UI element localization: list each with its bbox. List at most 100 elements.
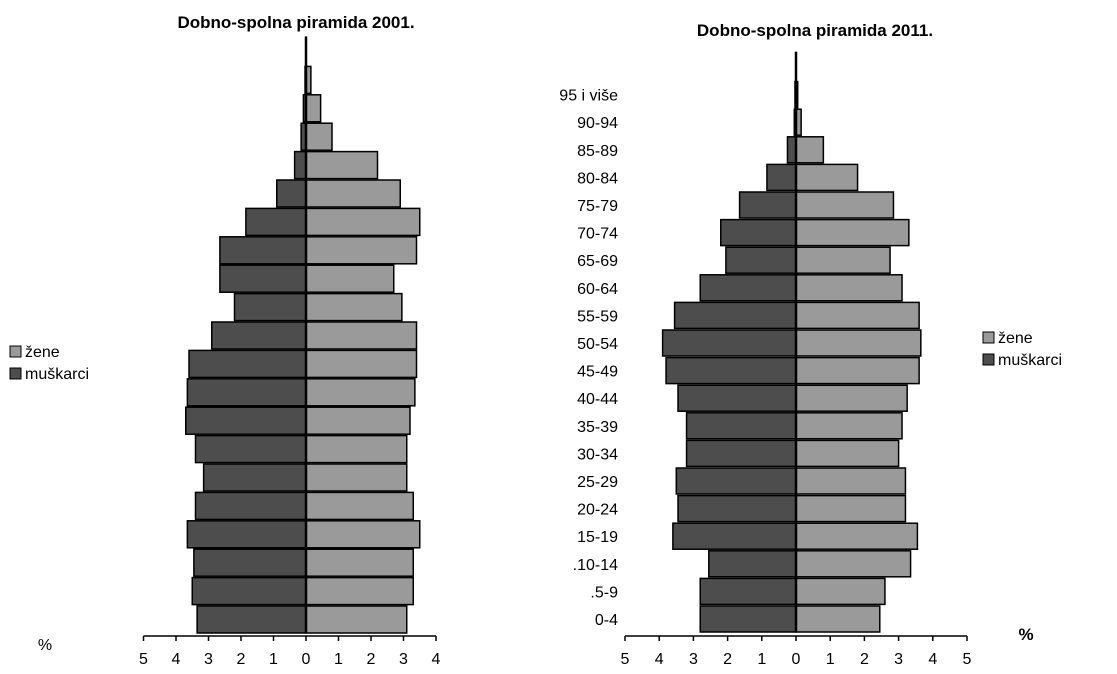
chart-1-x-tick-label-10: 5 [963, 651, 972, 668]
chart-0-bar-muskarci-8 [186, 378, 307, 407]
chart-1-age-label-2: .10-14 [573, 557, 618, 574]
chart-1-age-label-17: 85-89 [577, 143, 618, 160]
chart-0-bar-zene-1 [305, 576, 414, 606]
chart-0-bar-zene-12 [305, 264, 395, 293]
chart-1-x-tick-label-0: 5 [621, 651, 630, 668]
chart-0-bar-zene-10 [305, 321, 418, 350]
chart-1-bar-muskarci-1 [699, 577, 797, 606]
chart-1-bar-zene-3 [795, 522, 919, 550]
chart-1-bar-zene-5 [795, 467, 907, 495]
chart-0-bar-zene-8 [305, 378, 416, 407]
chart-1-bar-zene-10 [795, 329, 922, 357]
chart-0-bar-zene-2 [305, 548, 414, 577]
chart-1-title: Dobno-spolna piramida 2011. [697, 21, 933, 40]
chart-1-bar-muskarci-13 [725, 246, 797, 274]
chart-1-age-label-7: 35-39 [577, 419, 618, 436]
chart-0-bar-zene-3 [305, 520, 421, 549]
chart-1-age-label-12: 60-64 [577, 281, 618, 298]
chart-1-legend-swatch-zene [982, 331, 995, 344]
chart-0-x-tick-label-5: 0 [302, 651, 311, 668]
chart-0-bar-muskarci-4 [194, 491, 307, 521]
chart-0-bar-muskarci-15 [276, 179, 307, 208]
chart-1-bar-muskarci-11 [673, 301, 797, 330]
chart-1-age-label-5: 25-29 [577, 474, 618, 491]
chart-0-x-tick-label-1: 4 [172, 651, 181, 668]
chart-1-bar-zene-6 [795, 439, 900, 468]
chart-1-bar-zene-16 [795, 163, 859, 192]
chart-0-bar-muskarci-12 [219, 264, 307, 293]
chart-1-unit-label: % [1018, 625, 1033, 644]
chart-1-bar-zene-0 [795, 605, 881, 633]
chart-1-bar-muskarci-4 [677, 494, 797, 523]
chart-1-age-label-13: 65-69 [577, 253, 618, 270]
chart-0-x-tick-label-7: 2 [367, 651, 376, 668]
chart-1-age-label-6: 30-34 [577, 446, 618, 463]
chart-0-legend-label-zene: žene [25, 344, 60, 361]
chart-0-x-tick-label-4: 1 [269, 651, 278, 668]
chart-1-bar-muskarci-2 [708, 550, 797, 578]
chart-1-bar-zene-7 [795, 412, 903, 440]
chart-1-age-label-1: .5-9 [590, 584, 618, 601]
chart-1-age-label-18: 90-94 [577, 115, 618, 132]
chart-1-age-label-9: 45-49 [577, 364, 618, 381]
chart-1-x-tick-label-2: 3 [689, 651, 698, 668]
chart-0-x-tick-label-6: 1 [334, 651, 343, 668]
chart-0-bar-muskarci-14 [245, 207, 307, 237]
chart-0-legend-swatch-zene [9, 345, 22, 358]
chart-0-bar-muskarci-2 [193, 548, 307, 577]
chart-1-x-tick-label-7: 2 [860, 651, 869, 668]
chart-1-legend-label-zene: žene [998, 330, 1033, 347]
chart-0-legend-swatch-muskarci [9, 367, 22, 380]
chart-0-bar-zene-7 [305, 406, 411, 435]
chart-1-age-label-15: 75-79 [577, 198, 618, 215]
chart-1-bar-muskarci-16 [766, 163, 797, 192]
chart-1-bar-muskarci-0 [699, 605, 797, 633]
chart-0-x-tick-label-3: 2 [237, 651, 246, 668]
chart-0-title: Dobno-spolna piramida 2001. [177, 13, 414, 32]
chart-1-x-tick-label-1: 4 [655, 651, 664, 668]
chart-1-x-tick-label-5: 0 [792, 651, 801, 668]
chart-1-bar-zene-2 [795, 550, 912, 578]
chart-1-age-label-3: 15-19 [577, 529, 618, 546]
chart-1-bar-zene-4 [795, 494, 907, 523]
chart-1-bar-muskarci-15 [738, 191, 797, 219]
chart-1-bar-muskarci-17 [786, 136, 797, 164]
chart-1-legend-swatch-muskarci [982, 353, 995, 366]
chart-1-bar-muskarci-10 [661, 329, 797, 357]
chart-1-bar-zene-15 [795, 191, 895, 219]
chart-1-bar-zene-14 [795, 218, 910, 247]
chart-1-bar-zene-11 [795, 301, 920, 330]
chart-1-bar-muskarci-7 [685, 412, 797, 440]
chart-1-age-label-10: 50-54 [577, 336, 618, 353]
chart-1-bar-muskarci-14 [720, 218, 797, 247]
chart-1-bar-muskarci-9 [665, 356, 797, 385]
chart-0-unit-label: % [38, 637, 52, 654]
chart-1-age-label-16: 80-84 [577, 170, 618, 187]
chart-0-bar-zene-15 [305, 179, 401, 208]
chart-1-age-label-14: 70-74 [577, 226, 618, 243]
chart-0-bar-zene-0 [305, 605, 408, 634]
chart-1-x-tick-label-8: 3 [894, 651, 903, 668]
chart-1-bar-zene-12 [795, 274, 903, 302]
chart-0-x-tick-label-0: 5 [139, 651, 148, 668]
chart-1-age-label-8: 40-44 [577, 391, 618, 408]
chart-1-bar-muskarci-3 [672, 522, 797, 550]
chart-0-bar-muskarci-13 [219, 236, 307, 265]
chart-1-bar-muskarci-5 [675, 467, 797, 495]
chart-1-bar-muskarci-6 [685, 439, 797, 468]
chart-0-bar-zene-11 [305, 292, 403, 322]
chart-0-bar-muskarci-0 [196, 605, 307, 634]
chart-0-bar-zene-4 [305, 491, 414, 521]
chart-0-bar-muskarci-10 [211, 321, 307, 350]
chart-0-legend-label-muskarci: muškarci [25, 366, 89, 383]
chart-0-x-tick-label-8: 3 [399, 651, 408, 668]
chart-0-bar-muskarci-7 [185, 406, 307, 435]
chart-1-bar-zene-9 [795, 356, 920, 385]
chart-0-bar-zene-9 [305, 349, 418, 379]
chart-0-bar-muskarci-9 [188, 349, 307, 379]
chart-1-age-label-11: 55-59 [577, 308, 618, 325]
chart-0-bar-zene-16 [305, 150, 379, 180]
chart-1-age-label-0: 0-4 [595, 612, 618, 629]
